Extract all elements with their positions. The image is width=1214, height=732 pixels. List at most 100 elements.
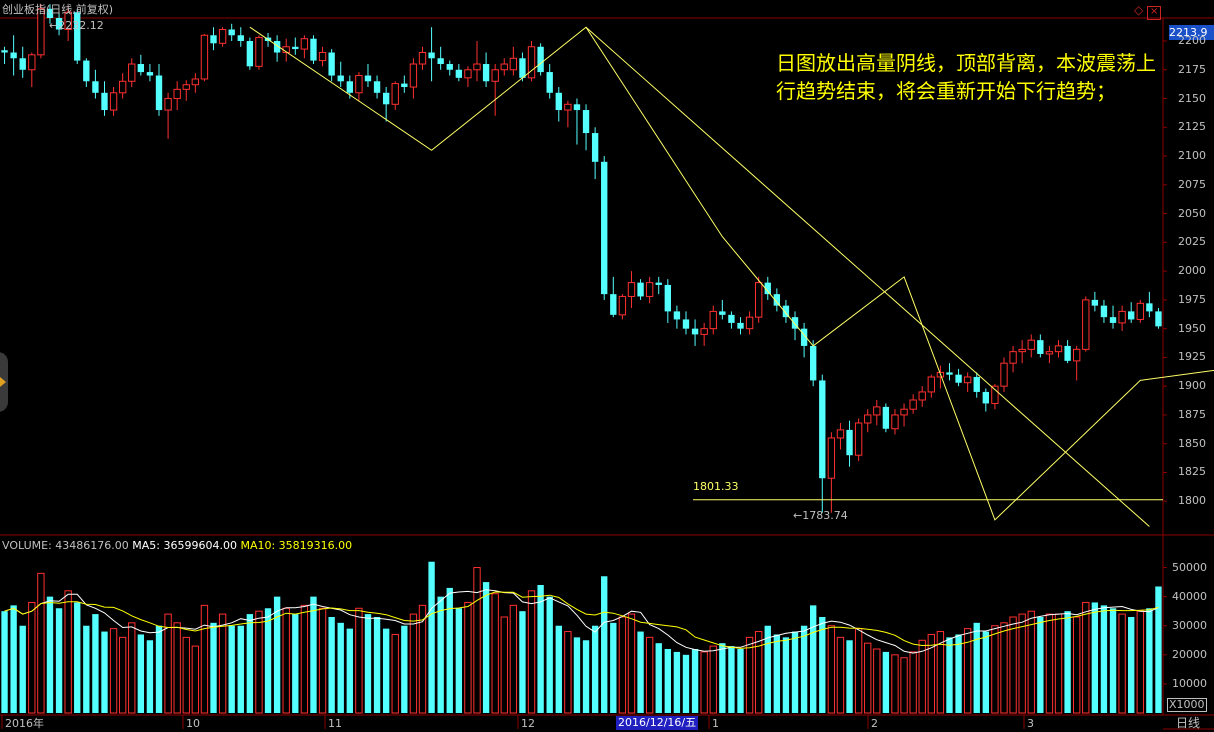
support-level-label: 1801.33 — [693, 480, 739, 493]
candle-body — [146, 72, 154, 76]
candle-body — [109, 92, 118, 111]
volume-bar — [1054, 613, 1063, 714]
candle-body — [509, 57, 518, 71]
price-tick-label: 2000 — [1178, 264, 1206, 278]
volume-bar — [473, 567, 481, 714]
candle-body — [500, 63, 508, 71]
price-tick-label: 1875 — [1178, 407, 1206, 421]
candle-body — [473, 63, 481, 71]
analysis-annotation: 日图放出高量阴线，顶部背离，本波震荡上行趋势结束，将会重新开始下行趋势； — [776, 51, 1156, 103]
volume-bar — [700, 651, 708, 714]
candle-body — [355, 75, 363, 94]
price-tick-label: 1900 — [1178, 379, 1206, 393]
volume-bar — [292, 614, 299, 713]
price-tick-label: 2125 — [1178, 120, 1206, 134]
period-tab[interactable]: 日线 — [1176, 716, 1201, 730]
candle-body — [728, 314, 735, 323]
volume-bar — [310, 596, 317, 713]
candle-body — [982, 391, 990, 404]
volume-bar — [1109, 608, 1117, 713]
candle-body — [610, 294, 617, 315]
volume-bar — [46, 596, 54, 713]
high-marker-value: 2232.12 — [58, 19, 104, 32]
time-tick-label: 11 — [328, 717, 342, 730]
volume-tick-label: 20000 — [1172, 647, 1207, 661]
candle-body — [955, 374, 962, 383]
volume-tick-label: 50000 — [1172, 560, 1207, 574]
volume-bar — [37, 572, 45, 714]
candle-body — [709, 310, 717, 330]
candle-body — [737, 322, 744, 329]
volume-bar — [537, 585, 544, 713]
candle-body — [373, 81, 381, 93]
volume-bar — [973, 622, 980, 713]
diamond-icon[interactable]: ◇ — [1134, 3, 1144, 17]
candle-body — [655, 282, 662, 285]
volume-bar — [601, 576, 608, 713]
candle-body — [10, 52, 17, 59]
volume-bar — [627, 613, 636, 714]
volume-bar — [446, 587, 453, 713]
candle-body — [164, 98, 172, 111]
volume-bar — [237, 625, 244, 713]
volume-bar — [373, 617, 381, 713]
price-tick-label: 2025 — [1178, 235, 1206, 249]
candle-body — [210, 35, 217, 44]
price-tick-label: 2100 — [1178, 149, 1206, 163]
volume-bar — [800, 625, 808, 713]
candle-body — [700, 328, 708, 335]
volume-bar — [137, 634, 145, 713]
candle-body — [1045, 351, 1054, 355]
candle-body — [92, 81, 99, 93]
volume-bar — [355, 607, 363, 714]
candle-body — [946, 372, 953, 375]
price-tick-label: 1800 — [1178, 494, 1206, 508]
close-icon[interactable]: × — [1147, 6, 1162, 20]
chart-frame — [0, 17, 1214, 730]
volume-bar — [246, 614, 254, 713]
volume-bar — [982, 631, 990, 713]
volume-bar — [1, 611, 8, 713]
volume-bar — [955, 634, 962, 713]
candle-body — [118, 80, 127, 94]
volume-bar — [655, 643, 662, 713]
volume-bar — [618, 616, 627, 714]
candle-body — [46, 8, 54, 18]
volume-bar — [509, 604, 518, 714]
side-panel-toggle[interactable] — [0, 352, 8, 412]
candle-body — [682, 319, 690, 329]
volume-bar — [1009, 616, 1017, 714]
candle-body — [900, 408, 908, 416]
candle-body — [182, 84, 190, 90]
volume-bar — [900, 657, 908, 714]
volume-bar — [173, 622, 181, 714]
volume-bar — [1018, 613, 1026, 714]
price-tick-label: 1825 — [1178, 465, 1206, 479]
candle-body — [864, 414, 872, 424]
candle-body — [873, 406, 881, 416]
time-tick-label: 3 — [1027, 717, 1034, 730]
time-tick-label: 1 — [712, 717, 719, 730]
time-tick-label: 10 — [186, 717, 200, 730]
volume-bar — [264, 608, 272, 713]
candle-body — [1100, 305, 1108, 318]
candle-body — [618, 295, 627, 316]
volume-bar — [1082, 601, 1090, 714]
candle-body — [1009, 351, 1017, 364]
high-marker-prefix: ← — [49, 19, 59, 32]
candle-body — [1146, 303, 1153, 312]
volume-bar — [337, 622, 344, 713]
candle-body — [782, 305, 790, 318]
volume-bar — [873, 648, 881, 714]
candle-body — [273, 41, 281, 53]
candle-body — [1073, 348, 1081, 362]
volume-bar — [228, 625, 235, 713]
volume-tick-label: 10000 — [1172, 676, 1207, 690]
descending-resistance-line — [585, 26, 1150, 527]
volume-bar — [64, 590, 72, 714]
volume-ma10-line — [4, 591, 1159, 649]
candlestick-series — [1, 4, 1162, 513]
candle-body — [437, 58, 444, 65]
candle-body — [1082, 299, 1090, 350]
